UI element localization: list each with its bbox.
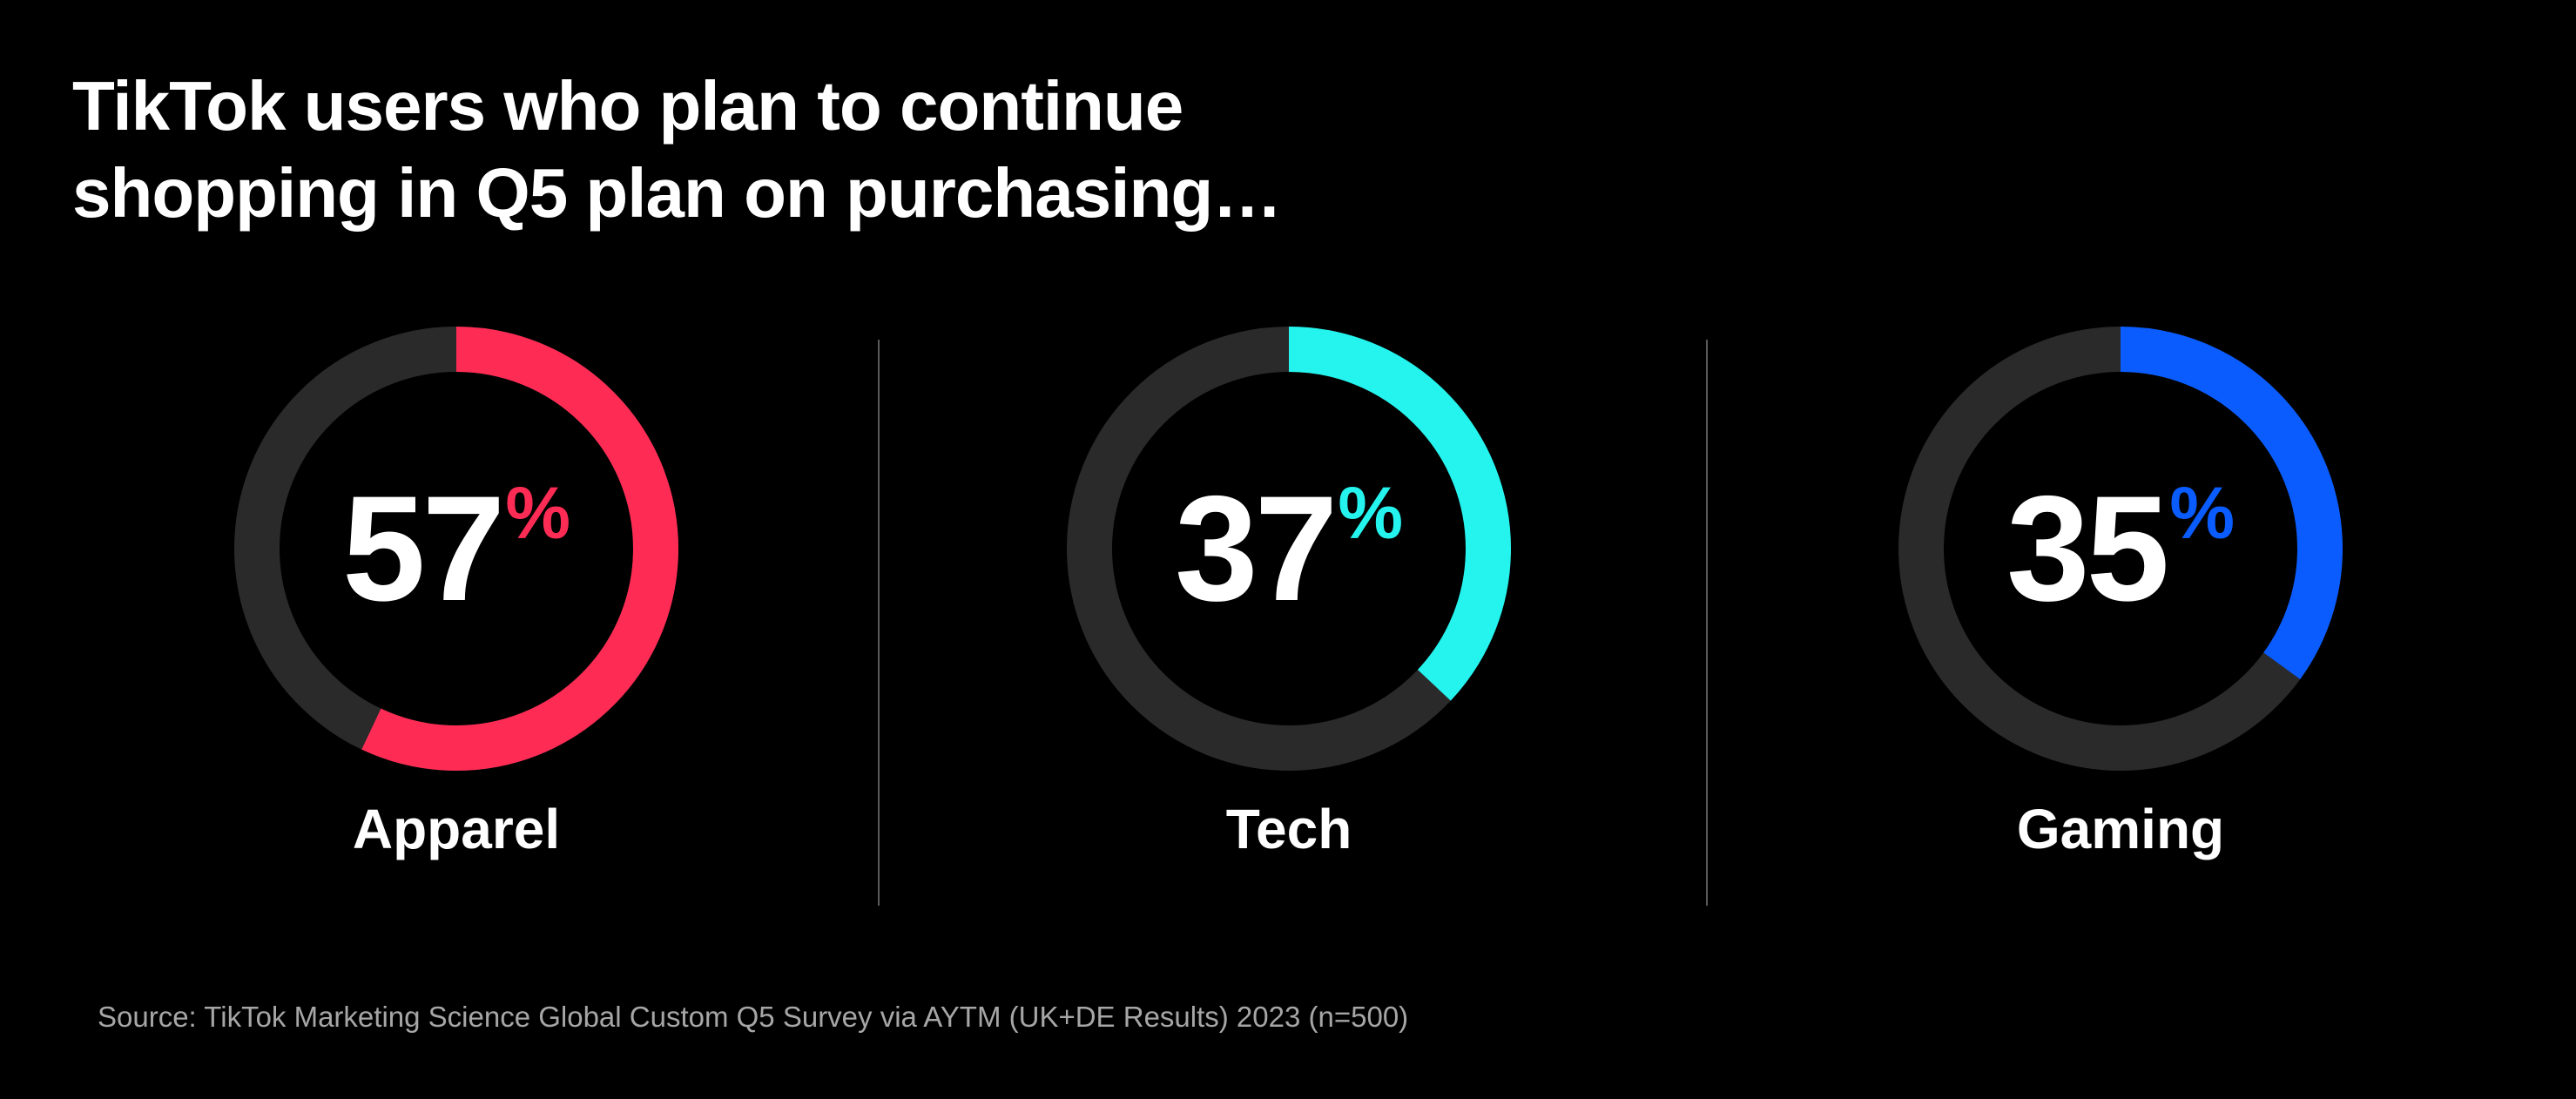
chart-title: TikTok users who plan to continue shoppi… xyxy=(72,63,1553,237)
source-note: Source: TikTok Marketing Science Global … xyxy=(98,1001,1409,1033)
donut-gaming xyxy=(1898,327,2343,771)
category-label-gaming: Gaming xyxy=(2016,798,2225,860)
divider-2 xyxy=(1706,340,1708,906)
percent-sign-apparel: % xyxy=(505,472,571,554)
divider-1 xyxy=(878,340,880,906)
value-label-gaming: 35% xyxy=(1898,466,2343,631)
donut-arc-apparel xyxy=(234,327,678,771)
percent-sign-tech: % xyxy=(1338,472,1404,554)
category-label-tech: Tech xyxy=(1225,798,1352,860)
value-number-tech: 37 xyxy=(1174,465,1338,632)
value-label-tech: 37% xyxy=(1067,466,1511,631)
percent-sign-gaming: % xyxy=(2169,472,2235,554)
donut-tech xyxy=(1067,327,1511,771)
chart-title-line-2: shopping in Q5 plan on purchasing… xyxy=(72,154,1282,232)
value-number-gaming: 35 xyxy=(2006,465,2169,632)
donut-arc-gaming xyxy=(1898,327,2343,771)
value-number-apparel: 57 xyxy=(341,465,505,632)
chart-title-line-1: TikTok users who plan to continue xyxy=(72,67,1183,145)
donut-apparel xyxy=(234,327,678,771)
donut-arc-tech xyxy=(1067,327,1511,771)
category-label-apparel: Apparel xyxy=(352,798,561,860)
value-label-apparel: 57% xyxy=(234,466,678,631)
